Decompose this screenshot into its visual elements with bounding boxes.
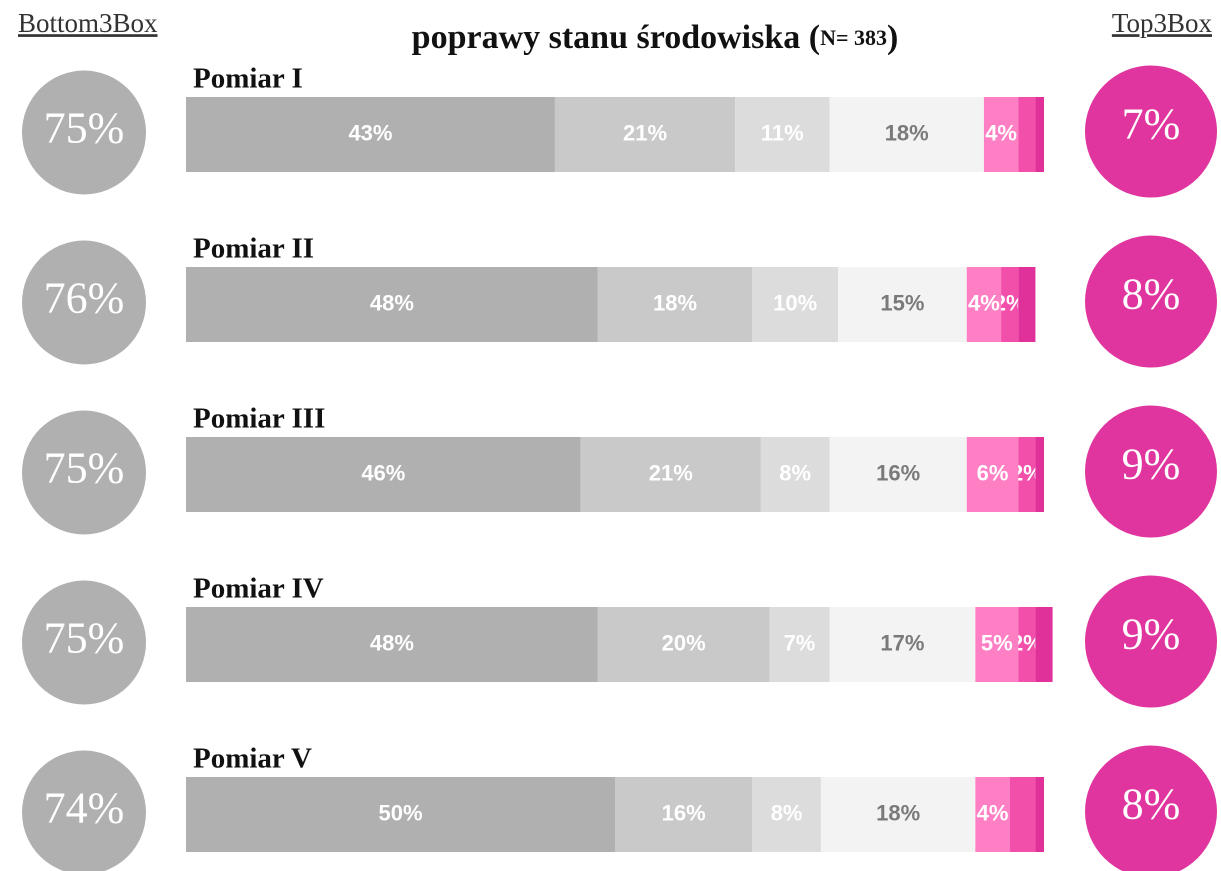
bar-segment (760, 437, 830, 512)
bar-segment (1035, 607, 1053, 682)
bottom3-label: 75% (44, 104, 125, 153)
segment-label: 16% (876, 460, 920, 485)
segment-label: 46% (361, 460, 405, 485)
category-label: Pomiar I (193, 63, 303, 95)
title-part: N= 383 (820, 25, 887, 50)
segment-label: 17% (880, 630, 924, 655)
bar-segment (966, 267, 1002, 342)
bar-segment (580, 437, 761, 512)
segment-label: 50% (378, 800, 422, 825)
bar-segment (752, 777, 821, 852)
category-label: Pomiar V (193, 743, 312, 775)
bottom3-label: 76% (44, 274, 125, 323)
bar-segment (829, 97, 984, 172)
segment-label: 21% (623, 120, 667, 145)
top3-circle (1085, 575, 1217, 708)
bar-segment (966, 437, 1019, 512)
segment-label: 18% (653, 290, 697, 315)
segment-label: 20% (662, 630, 706, 655)
bottom3-circle (22, 580, 146, 705)
top3-label: 8% (1122, 270, 1181, 319)
bar-segment (975, 607, 1019, 682)
bar-segment (829, 607, 976, 682)
segment-label: 10% (773, 290, 817, 315)
bar-segment (838, 267, 967, 342)
title-part: ) (887, 19, 898, 56)
bar-segment (186, 437, 581, 512)
top3-label: 9% (1122, 610, 1181, 659)
segment-label: 4% (985, 120, 1017, 145)
segment-label: 2% (1011, 630, 1043, 655)
category-label: Pomiar II (193, 233, 314, 265)
segment-label: 4% (977, 800, 1009, 825)
bottom3-circle (22, 750, 146, 871)
bar-segment (1035, 777, 1044, 852)
bar-segment (1009, 777, 1036, 852)
bar-segment (1035, 437, 1044, 512)
category-label: Pomiar IV (193, 573, 324, 605)
top3-label: 8% (1122, 780, 1181, 829)
bar-segment (1018, 97, 1036, 172)
bottom3-label: 75% (44, 614, 125, 663)
bar-segment (735, 97, 830, 172)
bottom3-circle (22, 240, 146, 365)
bottom3-label: 74% (44, 784, 125, 833)
bar-segment (1018, 437, 1036, 512)
segment-label: 2% (1011, 460, 1043, 485)
top3-circle (1085, 65, 1217, 198)
top3-circle (1085, 745, 1217, 871)
top3-label: 9% (1122, 440, 1181, 489)
bar-segment (1001, 267, 1019, 342)
segment-label: 5% (981, 630, 1013, 655)
bar-segment (597, 267, 753, 342)
segment-label: 7% (784, 630, 816, 655)
bar-segment (1018, 267, 1036, 342)
left-header: Bottom3Box (18, 8, 158, 38)
bar-segment (615, 777, 753, 852)
segment-label: 48% (370, 630, 414, 655)
bar-segment (186, 267, 598, 342)
bar-segment (820, 777, 976, 852)
title-part: poprawy stanu środowiska ( (412, 19, 820, 56)
segment-label: 4% (968, 290, 1000, 315)
segment-label: 16% (662, 800, 706, 825)
segment-label: 2% (994, 290, 1026, 315)
bar-segment (186, 97, 555, 172)
bar-segment (983, 97, 1019, 172)
right-header: Top3Box (1112, 8, 1213, 38)
segment-label: 18% (876, 800, 920, 825)
top3-circle (1085, 235, 1217, 368)
bar-segment (1018, 607, 1036, 682)
bar-segment (186, 777, 615, 852)
segment-label: 8% (771, 800, 803, 825)
segment-label: 15% (880, 290, 924, 315)
chart-title: poprawy stanu środowiska (N= 383) (412, 19, 899, 56)
segment-label: 8% (779, 460, 811, 485)
bar-segment (752, 267, 839, 342)
bar-segment (186, 607, 598, 682)
segment-label: 43% (348, 120, 392, 145)
bar-segment (975, 777, 1010, 852)
top3-label: 7% (1122, 100, 1181, 149)
segment-label: 11% (761, 120, 804, 145)
bar-segment (769, 607, 830, 682)
category-label: Pomiar III (193, 403, 325, 435)
bar-segment (597, 607, 770, 682)
bar-segment (829, 437, 967, 512)
bottom3-circle (22, 410, 146, 535)
top3-circle (1085, 405, 1217, 538)
bar-segment (554, 97, 736, 172)
segment-label: 18% (885, 120, 929, 145)
segment-label: 48% (370, 290, 414, 315)
segment-label: 6% (977, 460, 1009, 485)
bottom3-label: 75% (44, 444, 125, 493)
bar-segment (1035, 97, 1044, 172)
segment-label: 21% (649, 460, 693, 485)
bottom3-circle (22, 70, 146, 195)
